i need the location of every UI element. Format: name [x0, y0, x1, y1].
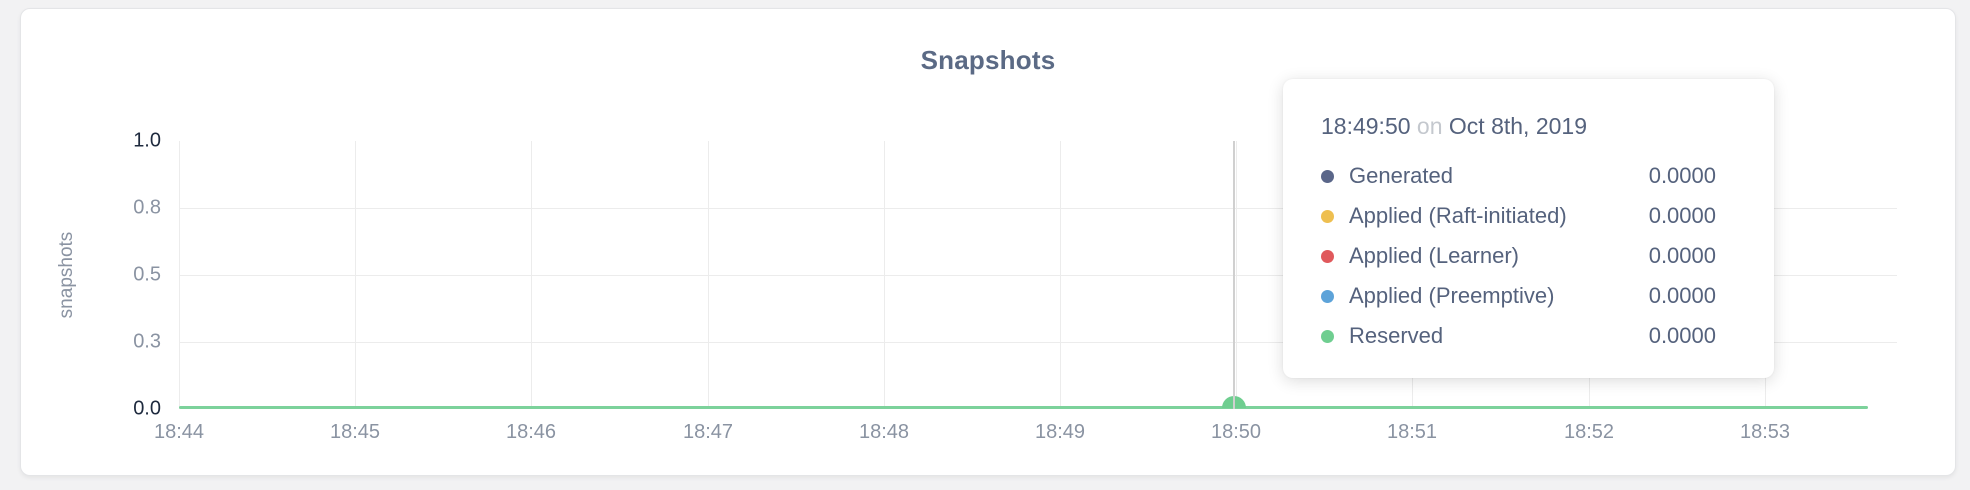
series-label: Applied (Raft-initiated) — [1349, 203, 1567, 228]
y-tick-label: 0.5 — [133, 263, 161, 286]
series-value: 0.0000 — [1648, 163, 1716, 188]
y-axis-label: snapshots — [56, 231, 77, 319]
y-tick-label: 0.8 — [133, 196, 161, 219]
tooltip-series-row: Applied (Preemptive) 0.0000 — [1321, 276, 1716, 316]
series-color-dot — [1321, 329, 1334, 343]
x-tick-label: 18:50 — [1210, 421, 1262, 443]
y-tick-label: 0.0 — [133, 397, 161, 420]
tooltip-series-row: Applied (Raft-initiated) 0.0000 — [1321, 196, 1716, 236]
series-value: 0.0000 — [1648, 323, 1716, 348]
series-label: Generated — [1349, 163, 1453, 188]
x-tick-label: 18:52 — [1563, 421, 1615, 443]
series-value: 0.0000 — [1648, 283, 1716, 308]
tooltip-series-row: Applied (Learner) 0.0000 — [1321, 236, 1716, 276]
x-tick-label: 18:51 — [1386, 421, 1438, 443]
series-color-dot — [1321, 209, 1334, 223]
tooltip-time: 18:49:50 — [1321, 113, 1411, 139]
tooltip-date: Oct 8th, 2019 — [1448, 113, 1587, 139]
tooltip-series-row: Reserved 0.0000 — [1321, 316, 1716, 356]
hover-guide-line — [1233, 141, 1235, 409]
x-tick-label: 18:49 — [1034, 421, 1086, 443]
series-value: 0.0000 — [1648, 203, 1716, 228]
x-tick-label: 18:45 — [329, 421, 381, 443]
reserved-series-line — [179, 406, 1868, 409]
gridline-horizontal — [179, 342, 1897, 343]
x-tick-label: 18:46 — [505, 421, 557, 443]
x-tick-label: 18:44 — [153, 421, 205, 443]
chart-title: Snapshots — [920, 45, 1056, 75]
chart-card: Snapshots snapshots 1.0 0.8 0.5 0.3 0.0 … — [20, 8, 1956, 476]
tooltip-conjunction: on — [1416, 113, 1443, 139]
series-value: 0.0000 — [1648, 243, 1716, 268]
series-color-dot — [1321, 169, 1334, 183]
series-color-dot — [1321, 249, 1334, 263]
tooltip-timestamp: 18:49:50 on Oct 8th, 2019 — [1321, 113, 1716, 140]
x-tick-label: 18:53 — [1739, 421, 1791, 443]
series-label: Applied (Learner) — [1349, 243, 1519, 268]
series-color-dot — [1321, 289, 1334, 303]
gridline-horizontal — [179, 275, 1897, 276]
y-tick-label: 0.3 — [133, 330, 161, 353]
series-label: Reserved — [1349, 323, 1444, 348]
x-tick-label: 18:48 — [858, 421, 910, 443]
gridline-horizontal — [179, 208, 1897, 209]
series-label: Applied (Preemptive) — [1349, 283, 1555, 308]
x-tick-label: 18:47 — [682, 421, 734, 443]
y-tick-label: 1.0 — [133, 129, 161, 152]
chart-tooltip: 18:49:50 on Oct 8th, 2019 Generated 0.00… — [1283, 79, 1774, 378]
tooltip-series-row: Generated 0.0000 — [1321, 156, 1716, 196]
